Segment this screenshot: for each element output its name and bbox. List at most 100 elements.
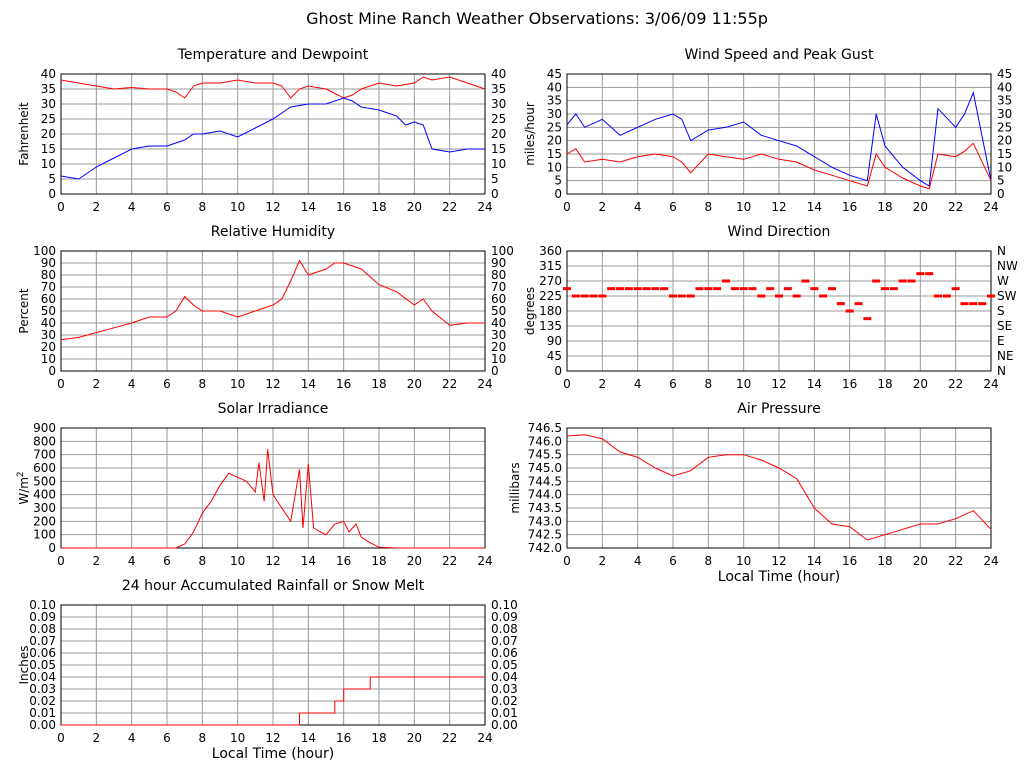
y-tick-label-right: 0.08 xyxy=(491,622,518,636)
chart-title: Solar Irradiance xyxy=(218,401,329,417)
x-tick-label: 22 xyxy=(948,200,963,214)
y-tick-label-right: 0.03 xyxy=(491,682,518,696)
data-point xyxy=(819,294,828,298)
y-tick-label-right: 30 xyxy=(997,107,1012,121)
chart-title: Relative Humidity xyxy=(211,224,335,240)
data-point xyxy=(810,287,819,291)
data-point xyxy=(916,272,925,276)
y-tick-label: 225 xyxy=(539,289,562,303)
y-tick-label: 90 xyxy=(41,256,56,270)
x-tick-label: 18 xyxy=(877,554,892,568)
y-tick-label-right: 0.09 xyxy=(491,610,518,624)
x-tick-label: 14 xyxy=(301,731,316,745)
y-tick-label: 15 xyxy=(547,147,562,161)
data-point xyxy=(783,287,792,291)
x-tick-label: 12 xyxy=(771,554,786,568)
x-tick-label: 12 xyxy=(771,200,786,214)
x-tick-label: 12 xyxy=(265,731,280,745)
y-tick-label-right: 90 xyxy=(491,256,506,270)
x-tick-label: 18 xyxy=(877,200,892,214)
x-axis-label: Local Time (hour) xyxy=(212,746,334,762)
data-point xyxy=(987,294,995,298)
y-tick-label-right: E xyxy=(997,334,1005,348)
plot-frame xyxy=(60,73,486,195)
x-tick-label: 6 xyxy=(669,200,677,214)
y-tick-label: 600 xyxy=(33,461,56,475)
y-axis-label: Percent xyxy=(17,288,31,333)
data-point xyxy=(695,287,704,291)
y-tick-label: 315 xyxy=(539,259,562,273)
x-tick-label: 8 xyxy=(199,731,207,745)
y-tick-label-right: 25 xyxy=(491,112,506,126)
data-point xyxy=(766,287,775,291)
y-tick-label: 40 xyxy=(41,316,56,330)
y-axis-label-text: Fahrenheit xyxy=(17,102,31,166)
y-axis-label: Inches xyxy=(17,646,31,685)
y-tick-label-right: 0.02 xyxy=(491,694,518,708)
y-tick-label: 70 xyxy=(41,280,56,294)
y-axis-label: Fahrenheit xyxy=(17,102,31,166)
data-point xyxy=(801,279,810,283)
x-tick-label: 6 xyxy=(163,200,171,214)
y-tick-label: 30 xyxy=(547,107,562,121)
x-tick-label: 12 xyxy=(265,377,280,391)
y-tick-label-right: 40 xyxy=(491,67,506,81)
y-tick-label-right: 20 xyxy=(491,340,506,354)
data-point xyxy=(563,287,571,291)
y-tick-label: 35 xyxy=(547,94,562,108)
x-tick-label: 0 xyxy=(57,731,65,745)
data-point xyxy=(934,294,942,298)
data-point xyxy=(677,294,686,298)
y-tick-label: 0.04 xyxy=(29,670,56,684)
data-point xyxy=(775,294,783,298)
y-tick-label-right: 10 xyxy=(997,160,1012,174)
data-point xyxy=(889,287,898,291)
x-tick-label: 22 xyxy=(948,554,963,568)
y-tick-label: 40 xyxy=(547,80,562,94)
x-tick-label: 20 xyxy=(407,731,422,745)
x-tick-label: 10 xyxy=(736,377,751,391)
chart-title: Air Pressure xyxy=(737,401,820,417)
data-point xyxy=(757,294,766,298)
x-tick-label: 14 xyxy=(807,200,822,214)
data-point xyxy=(660,287,669,291)
y-tick-label: 0 xyxy=(48,187,56,201)
y-tick-label: 15 xyxy=(41,142,56,156)
x-tick-label: 6 xyxy=(163,731,171,745)
plot-frame xyxy=(566,73,992,195)
x-tick-label: 4 xyxy=(128,377,136,391)
x-tick-label: 10 xyxy=(230,731,245,745)
y-axis-label-text: Inches xyxy=(17,646,31,685)
y-tick-label: 80 xyxy=(41,268,56,282)
data-point xyxy=(863,317,872,321)
y-tick-label: 700 xyxy=(33,448,56,462)
x-tick-label: 16 xyxy=(842,200,857,214)
y-tick-label: 45 xyxy=(547,349,562,363)
x-tick-label: 8 xyxy=(199,377,207,391)
series-line-0 xyxy=(60,76,486,99)
x-tick-label: 24 xyxy=(983,554,998,568)
data-point xyxy=(881,287,889,291)
y-tick-label: 0.07 xyxy=(29,634,56,648)
y-tick-label: 60 xyxy=(41,292,56,306)
data-point xyxy=(969,302,978,306)
x-tick-label: 18 xyxy=(877,377,892,391)
y-tick-label: 40 xyxy=(41,67,56,81)
y-tick-label: 20 xyxy=(41,127,56,141)
x-tick-label: 10 xyxy=(736,554,751,568)
y-tick-label-right: 0 xyxy=(491,187,499,201)
data-point xyxy=(898,279,907,283)
x-tick-label: 20 xyxy=(407,554,422,568)
x-tick-label: 20 xyxy=(407,200,422,214)
x-tick-label: 16 xyxy=(842,554,857,568)
data-point xyxy=(589,294,598,298)
y-tick-label: 744.5 xyxy=(528,474,562,488)
y-tick-label: 0.05 xyxy=(29,658,56,672)
data-point xyxy=(651,287,660,291)
y-tick-label-right: W xyxy=(997,274,1009,288)
y-tick-label: 30 xyxy=(41,328,56,342)
y-tick-label-right: 0.00 xyxy=(491,718,518,732)
y-tick-label-right: 0 xyxy=(997,187,1005,201)
plot-frame xyxy=(60,427,486,549)
